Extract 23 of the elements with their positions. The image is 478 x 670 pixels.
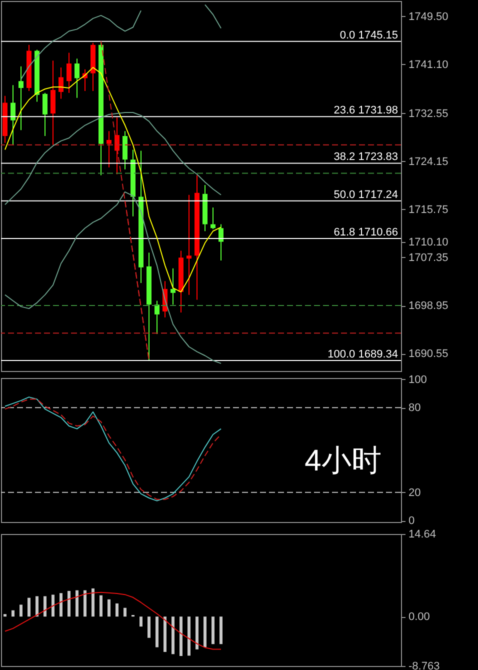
y-tick-label: 1732.55 [408,108,448,120]
y-tick-label: 20 [408,486,421,499]
y-tick-label: 14.64 [408,528,436,540]
ref-line-label: 23.6 1731.98 [334,104,398,117]
y-tick-label: 1690.55 [408,348,448,360]
annotation: 4小时 [304,444,382,478]
y-tick-label: 1741.10 [408,58,448,71]
ref-line-label: 0.0 1745.15 [340,29,398,42]
y-tick-label: 1715.75 [408,204,448,216]
y-tick-label: 0.00 [408,611,430,624]
y-tick-label: -8.763 [408,660,440,670]
y-tick-label: 1749.50 [408,10,448,23]
y-tick-label: 1724.15 [408,156,448,168]
y-tick-label: 1710.10 [408,236,448,248]
y-tick-label: 1698.95 [408,300,448,312]
ref-line-label: 50.0 1717.24 [334,188,398,201]
y-tick-label: 100 [408,374,427,386]
ref-line-label: 61.8 1710.66 [334,226,398,239]
y-tick-label: 1707.35 [408,252,448,264]
y-tick-label: 80 [408,402,421,414]
ref-line-label: 38.2 1723.83 [334,151,398,164]
ref-line-label: 100.0 1689.34 [328,348,398,360]
y-tick-label: 0 [408,515,415,528]
